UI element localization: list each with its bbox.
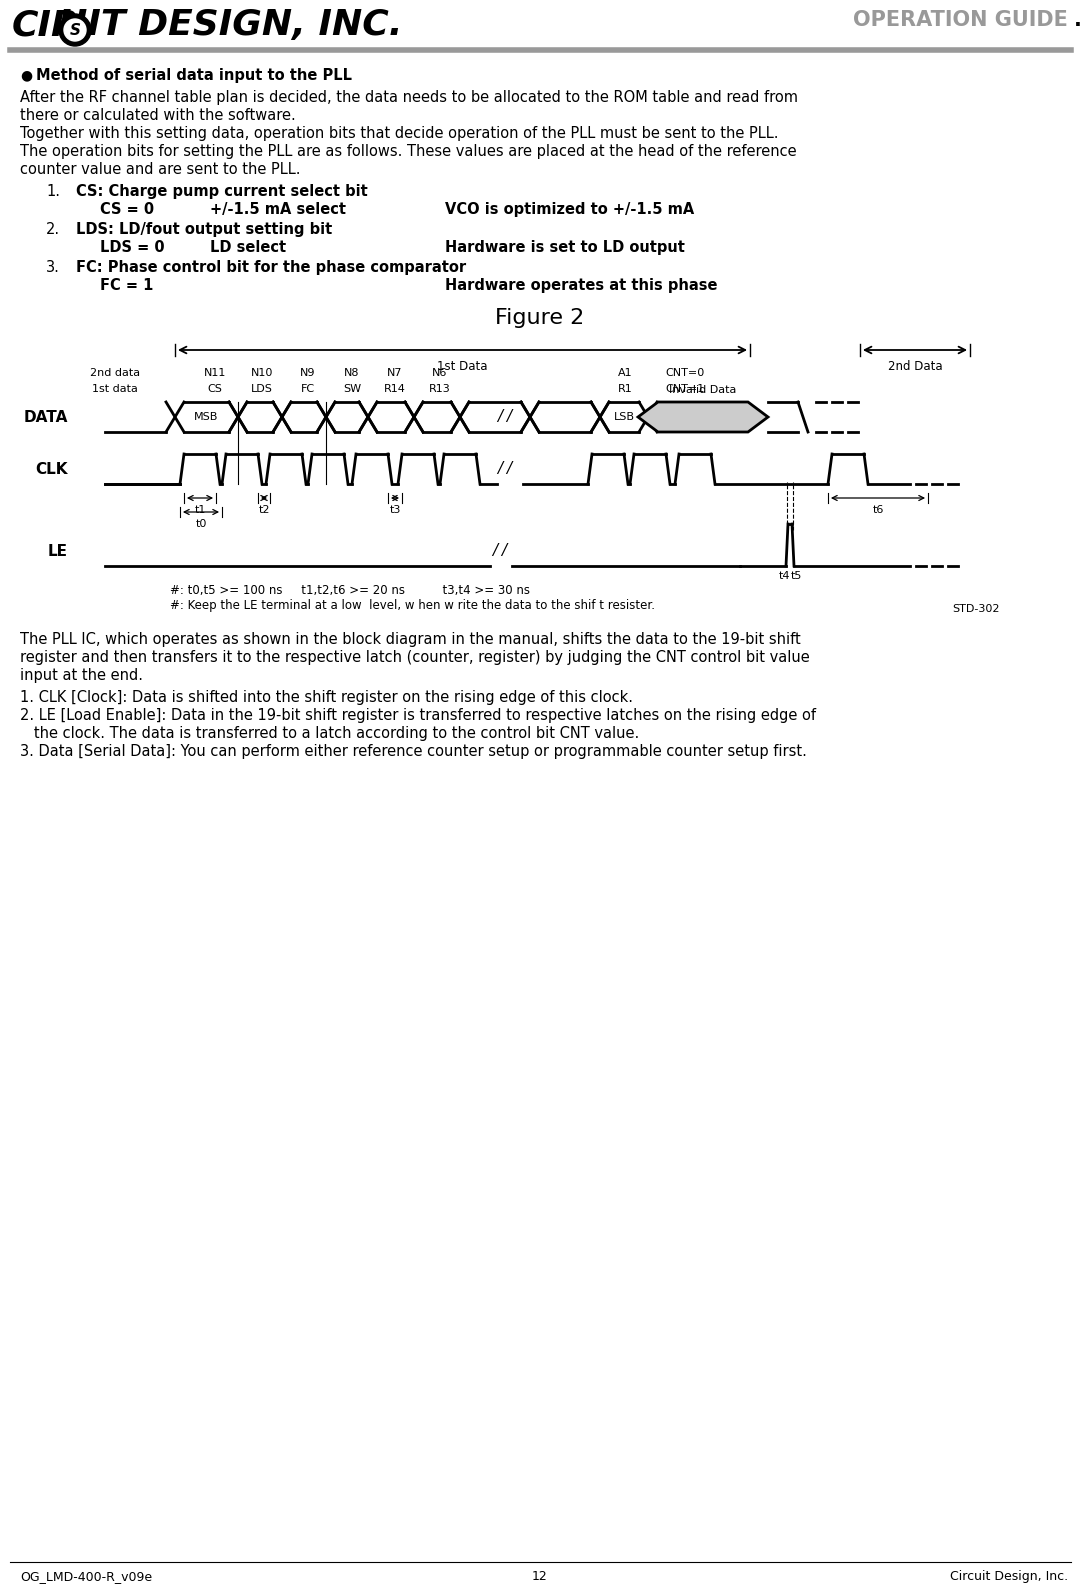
Text: A1: A1 bbox=[617, 368, 632, 377]
Text: t6: t6 bbox=[872, 504, 883, 515]
Text: FC: Phase control bit for the phase comparator: FC: Phase control bit for the phase comp… bbox=[76, 260, 466, 274]
Text: 1. CLK [Clock]: Data is shifted into the shift register on the rising edge of th: 1. CLK [Clock]: Data is shifted into the… bbox=[21, 690, 633, 706]
Text: 2nd data: 2nd data bbox=[90, 368, 141, 377]
Text: Hardware is set to LD output: Hardware is set to LD output bbox=[445, 239, 685, 255]
Text: t2: t2 bbox=[258, 504, 270, 515]
Text: The PLL IC, which operates as shown in the block diagram in the manual, shifts t: The PLL IC, which operates as shown in t… bbox=[21, 631, 801, 647]
Text: t4: t4 bbox=[778, 571, 790, 580]
Text: Circuit Design, Inc.: Circuit Design, Inc. bbox=[950, 1570, 1068, 1583]
Text: UIT DESIGN, INC.: UIT DESIGN, INC. bbox=[58, 8, 402, 41]
Text: CNT=1: CNT=1 bbox=[666, 384, 705, 393]
Text: 2. LE [Load Enable]: Data in the 19-bit shift register is transferred to respect: 2. LE [Load Enable]: Data in the 19-bit … bbox=[21, 707, 816, 723]
Text: R14: R14 bbox=[384, 384, 406, 393]
Text: N9: N9 bbox=[301, 368, 316, 377]
Text: 2.: 2. bbox=[46, 222, 61, 236]
Text: R13: R13 bbox=[429, 384, 451, 393]
Text: N11: N11 bbox=[204, 368, 226, 377]
Text: Together with this setting data, operation bits that decide operation of the PLL: Together with this setting data, operati… bbox=[21, 125, 778, 141]
Text: The operation bits for setting the PLL are as follows. These values are placed a: The operation bits for setting the PLL a… bbox=[21, 144, 797, 159]
Text: N10: N10 bbox=[251, 368, 273, 377]
Text: 1st data: 1st data bbox=[92, 384, 138, 393]
Text: 1.: 1. bbox=[46, 184, 61, 198]
Text: t3: t3 bbox=[389, 504, 401, 515]
Text: counter value and are sent to the PLL.: counter value and are sent to the PLL. bbox=[21, 162, 301, 178]
Text: there or calculated with the software.: there or calculated with the software. bbox=[21, 108, 296, 124]
Text: / /: / / bbox=[497, 409, 512, 425]
Text: #: t0,t5 >= 100 ns     t1,t2,t6 >= 20 ns          t3,t4 >= 30 ns: #: t0,t5 >= 100 ns t1,t2,t6 >= 20 ns t3,… bbox=[170, 584, 530, 596]
Text: CNT=0: CNT=0 bbox=[666, 368, 705, 377]
Text: Method of serial data input to the PLL: Method of serial data input to the PLL bbox=[36, 68, 352, 82]
Text: ●: ● bbox=[21, 68, 32, 82]
Text: FC: FC bbox=[301, 384, 315, 393]
Text: SW: SW bbox=[343, 384, 361, 393]
Text: S: S bbox=[69, 24, 80, 38]
Text: #: Keep the LE terminal at a low  level, w hen w rite the data to the shif t res: #: Keep the LE terminal at a low level, … bbox=[170, 600, 655, 612]
Text: input at the end.: input at the end. bbox=[21, 668, 143, 684]
Circle shape bbox=[59, 14, 91, 46]
Text: CLK: CLK bbox=[36, 462, 68, 476]
Polygon shape bbox=[638, 401, 768, 431]
Text: register and then transfers it to the respective latch (counter, register) by ju: register and then transfers it to the re… bbox=[21, 650, 810, 665]
Text: LSB: LSB bbox=[614, 412, 635, 422]
Text: N7: N7 bbox=[387, 368, 403, 377]
Text: CS: CS bbox=[208, 384, 223, 393]
Text: N8: N8 bbox=[344, 368, 360, 377]
Text: DATA: DATA bbox=[24, 409, 68, 425]
Text: LE: LE bbox=[48, 544, 68, 558]
Text: MSB: MSB bbox=[195, 412, 218, 422]
Text: 3.: 3. bbox=[46, 260, 59, 274]
Text: / /: / / bbox=[493, 544, 508, 558]
Text: STD-302: STD-302 bbox=[952, 604, 1000, 614]
Text: CS: Charge pump current select bit: CS: Charge pump current select bit bbox=[76, 184, 368, 198]
Text: R1: R1 bbox=[617, 384, 632, 393]
Text: 2nd Data: 2nd Data bbox=[888, 360, 943, 373]
Text: 12: 12 bbox=[532, 1570, 548, 1583]
Text: FC = 1: FC = 1 bbox=[101, 278, 154, 293]
Text: OPERATION GUIDE: OPERATION GUIDE bbox=[853, 10, 1068, 30]
Text: After the RF channel table plan is decided, the data needs to be allocated to th: After the RF channel table plan is decid… bbox=[21, 90, 798, 105]
Text: LDS: LDS bbox=[251, 384, 272, 393]
Text: VCO is optimized to +/-1.5 mA: VCO is optimized to +/-1.5 mA bbox=[445, 201, 694, 217]
Text: t5: t5 bbox=[790, 571, 802, 580]
Text: N6: N6 bbox=[432, 368, 448, 377]
Text: Hardware operates at this phase: Hardware operates at this phase bbox=[445, 278, 718, 293]
Text: CS = 0: CS = 0 bbox=[101, 201, 155, 217]
Text: 1st Data: 1st Data bbox=[437, 360, 488, 373]
Text: OG_LMD-400-R_v09e: OG_LMD-400-R_v09e bbox=[21, 1570, 152, 1583]
Text: LDS: LD/fout output setting bit: LDS: LD/fout output setting bit bbox=[76, 222, 332, 236]
Text: Figure 2: Figure 2 bbox=[495, 308, 585, 328]
Text: +/-1.5 mA select: +/-1.5 mA select bbox=[210, 201, 346, 217]
Text: .: . bbox=[1075, 10, 1081, 30]
Text: CIR: CIR bbox=[12, 8, 80, 41]
Text: LDS = 0: LDS = 0 bbox=[101, 239, 164, 255]
Text: 3. Data [Serial Data]: You can perform either reference counter setup or program: 3. Data [Serial Data]: You can perform e… bbox=[21, 744, 806, 760]
Text: / /: / / bbox=[497, 462, 512, 476]
Text: t0: t0 bbox=[196, 519, 206, 530]
Text: LD select: LD select bbox=[210, 239, 286, 255]
Text: Invalid Data: Invalid Data bbox=[669, 385, 736, 395]
Text: t1: t1 bbox=[195, 504, 205, 515]
Text: the clock. The data is transferred to a latch according to the control bit CNT v: the clock. The data is transferred to a … bbox=[21, 726, 639, 741]
Circle shape bbox=[64, 19, 86, 41]
